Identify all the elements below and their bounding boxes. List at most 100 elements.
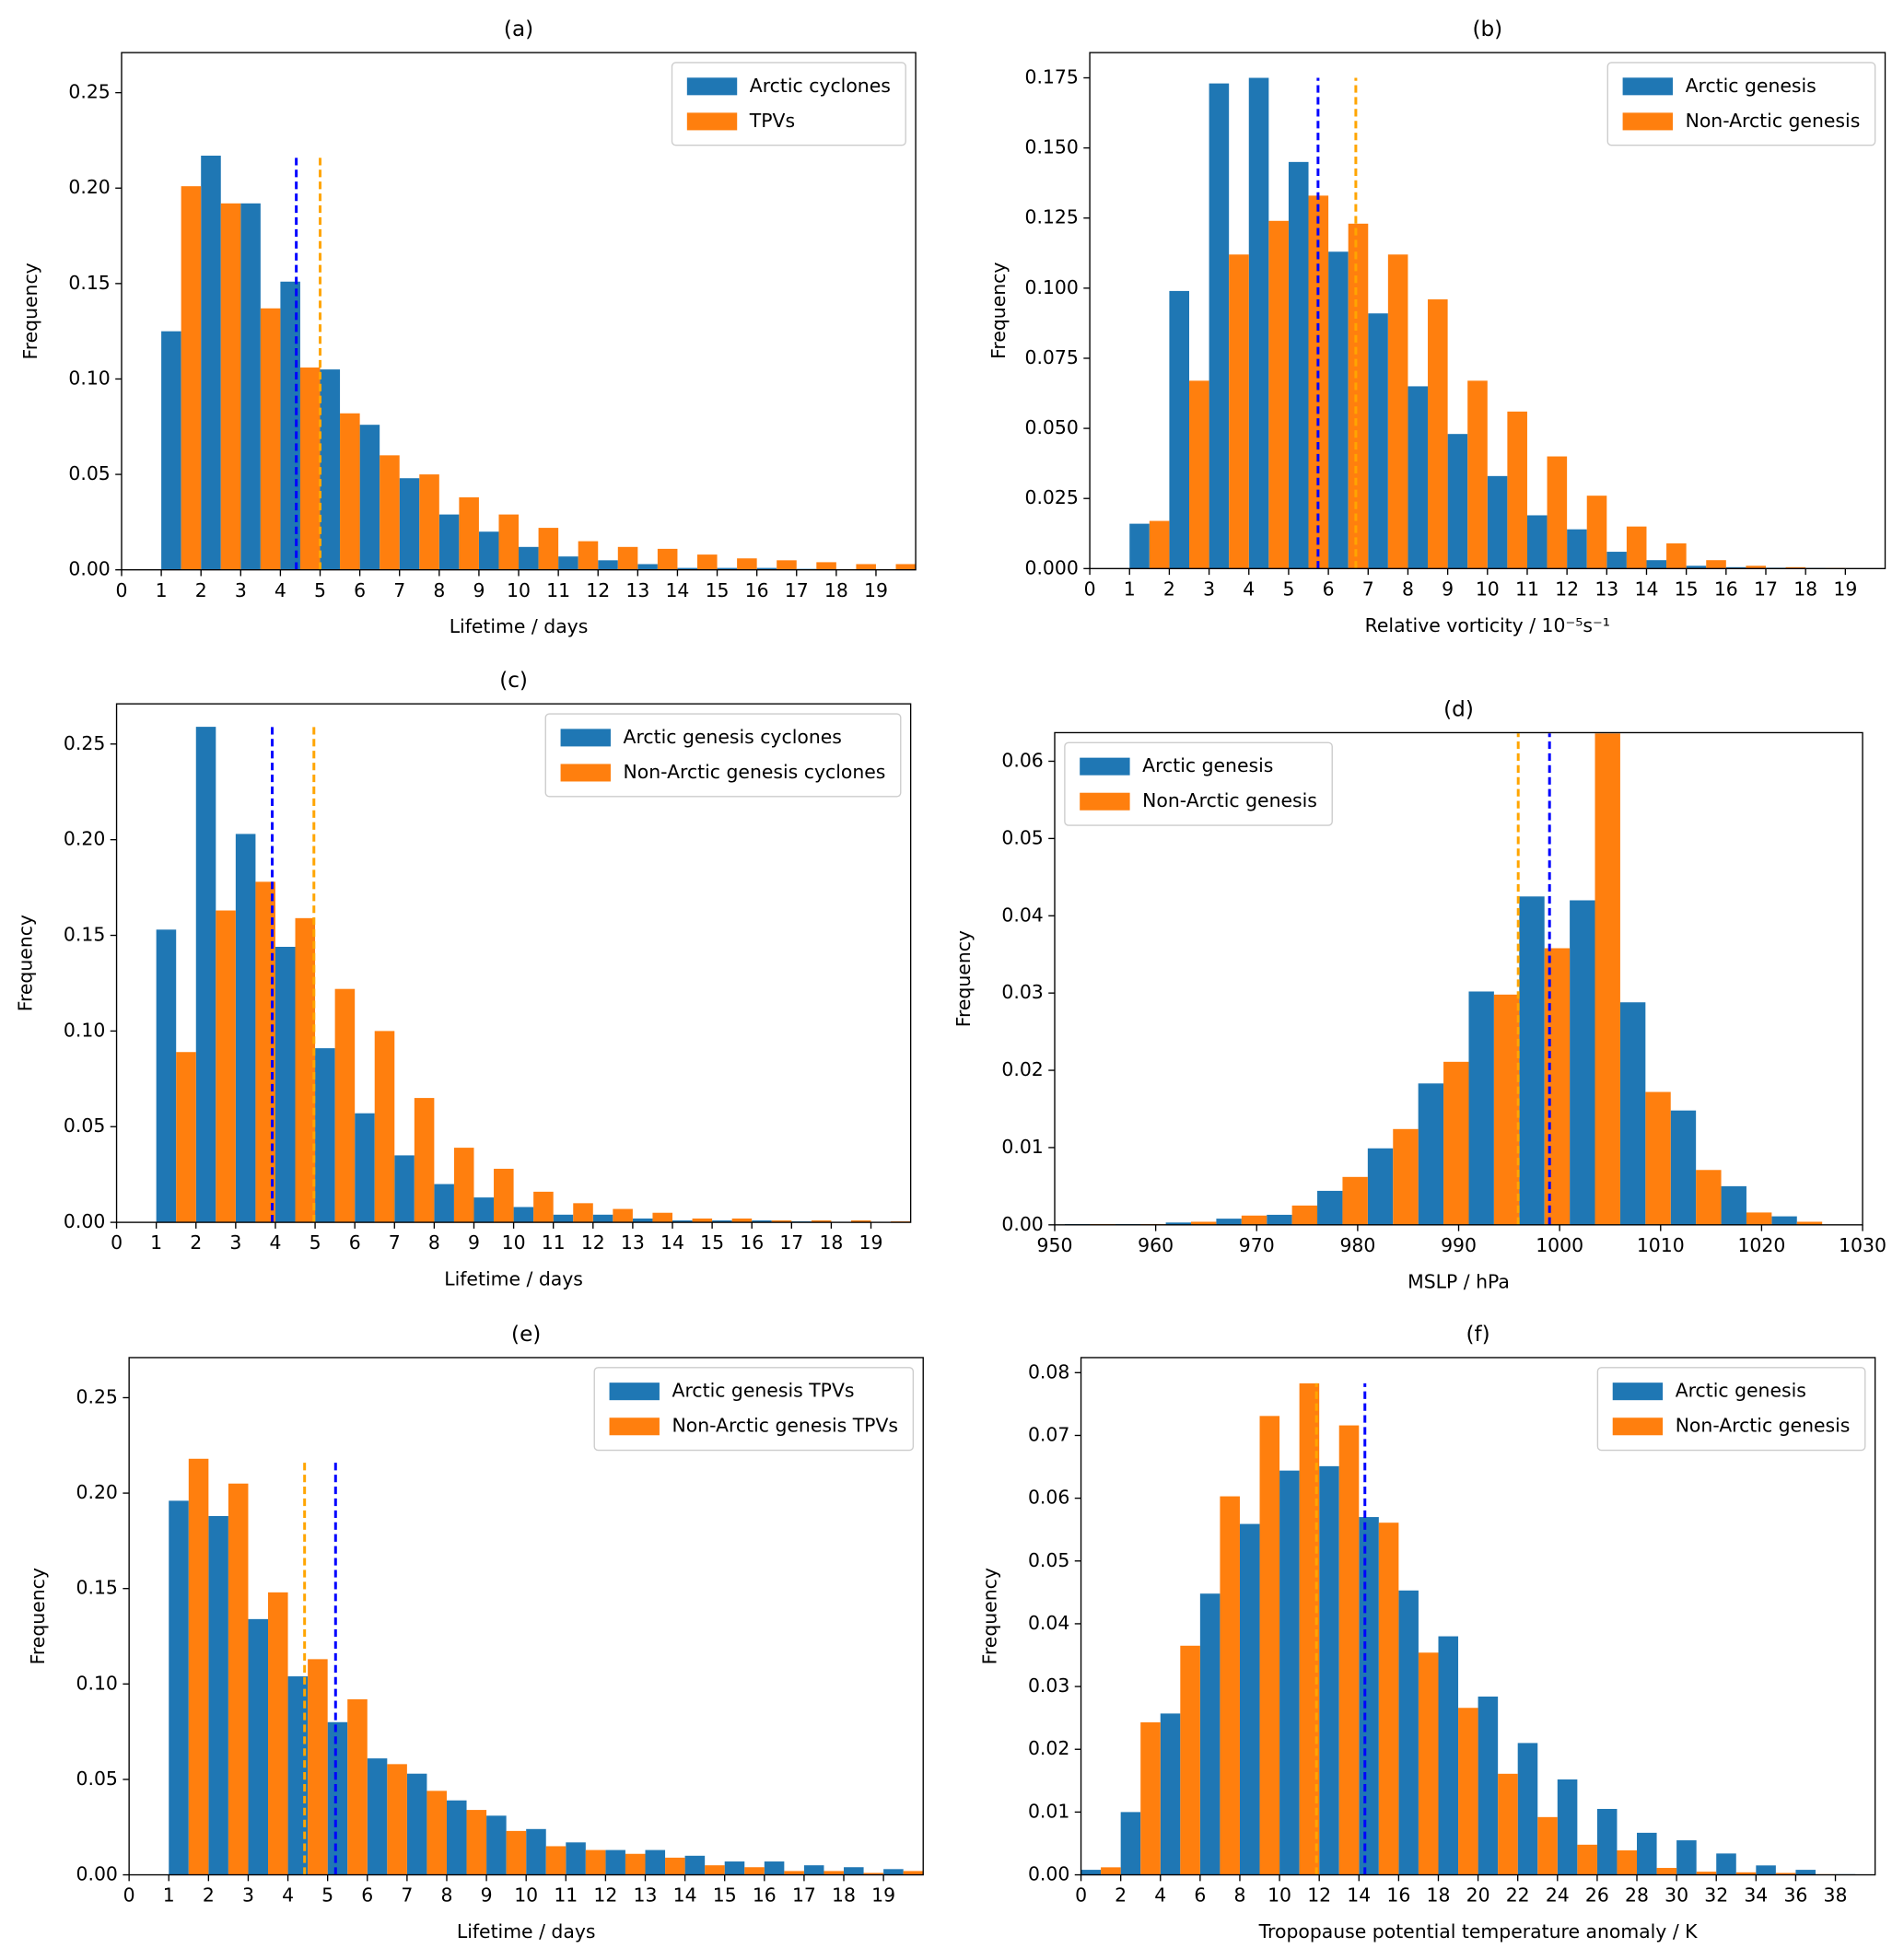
x-tick-label: 14 [673, 1884, 697, 1907]
x-tick-label: 12 [581, 1231, 605, 1254]
bar [1547, 456, 1568, 569]
bar [1248, 77, 1269, 569]
bar [632, 1218, 653, 1223]
x-tick-label: 5 [1282, 578, 1294, 600]
bar [260, 308, 281, 570]
bar [903, 1871, 924, 1875]
bar [1557, 1779, 1578, 1875]
bar [1209, 83, 1230, 569]
bar [1735, 1872, 1757, 1875]
bar [1775, 1872, 1796, 1875]
bar [181, 186, 202, 570]
bar [268, 1592, 288, 1875]
x-tick-label: 10 [1267, 1884, 1291, 1907]
x-tick-label: 15 [700, 1231, 724, 1254]
bar [1101, 1867, 1121, 1875]
bar [1317, 1190, 1343, 1225]
bar [1239, 1523, 1260, 1875]
x-tick-label: 8 [433, 579, 445, 601]
legend-swatch [1080, 792, 1130, 811]
bar [1190, 1221, 1217, 1225]
legend-box [544, 713, 902, 798]
bar [1443, 1061, 1469, 1225]
y-tick-label: 0.10 [64, 1019, 105, 1041]
x-tick-label: 3 [235, 579, 247, 601]
x-tick-label: 7 [393, 579, 405, 601]
bar [744, 1867, 765, 1875]
x-tick-label: 16 [1714, 578, 1738, 600]
bar [1666, 542, 1687, 569]
bar [625, 1853, 646, 1875]
bar [811, 1220, 832, 1223]
panel-title: (b) [1472, 18, 1502, 41]
x-tick-label: 16 [1386, 1884, 1410, 1907]
panel-title: (c) [499, 669, 528, 693]
x-tick-label: 19 [871, 1884, 895, 1907]
y-tick-label: 0.15 [64, 924, 105, 946]
bar [578, 541, 599, 570]
x-tick-label: 17 [792, 1884, 816, 1907]
bar [295, 917, 316, 1223]
bar [1299, 1382, 1320, 1875]
x-tick-label: 6 [1194, 1884, 1206, 1907]
y-axis-label: Frequency [27, 1568, 49, 1664]
bar [1706, 560, 1726, 569]
bar [359, 425, 380, 570]
bar [255, 881, 275, 1223]
bar [764, 1861, 785, 1875]
bar [1120, 1812, 1141, 1875]
panel: (f)0 2 4 6 8 10 12 14 16 18 20 22 24 26 28 30 32 34 36 380.… [979, 1323, 1876, 1942]
legend-swatch [1622, 77, 1673, 96]
y-tick-label: 0.025 [1024, 486, 1078, 508]
bar [394, 1155, 415, 1223]
bar [712, 1220, 732, 1223]
bar [1140, 1721, 1161, 1875]
bar [498, 514, 520, 570]
x-tick-label: 15 [706, 579, 730, 601]
bar [380, 455, 400, 570]
x-axis-label: Relative vorticity / 10⁻⁵s⁻¹ [1365, 614, 1610, 636]
y-tick-label: 0.25 [76, 1385, 118, 1407]
x-tick-label: 1 [163, 1884, 175, 1907]
x-tick-label: 24 [1546, 1884, 1570, 1907]
bar [677, 567, 697, 570]
bar [327, 1721, 348, 1875]
y-tick-label: 0.125 [1024, 206, 1078, 228]
bar [387, 1764, 407, 1875]
bar [672, 1220, 693, 1223]
y-tick-label: 0.15 [76, 1577, 118, 1599]
bar [1577, 1844, 1597, 1875]
bar [201, 156, 221, 570]
x-tick-label: 15 [1675, 578, 1699, 600]
y-tick-label: 0.06 [1028, 1487, 1069, 1509]
y-tick-label: 0.10 [76, 1672, 118, 1694]
bar [566, 1842, 586, 1875]
panel-title: (a) [504, 18, 533, 41]
bar [731, 1218, 753, 1223]
bar [419, 474, 439, 570]
y-tick-label: 0.00 [64, 1210, 105, 1232]
bar [506, 1830, 527, 1875]
bar [308, 1659, 328, 1875]
y-tick-label: 0.20 [76, 1481, 118, 1503]
legend: Arctic genesis Non-Arctic genesis [1064, 741, 1333, 826]
y-tick-label: 0.150 [1024, 136, 1078, 158]
bar [1467, 380, 1488, 569]
x-tick-label: 26 [1585, 1884, 1609, 1907]
y-tick-label: 0.00 [1028, 1863, 1069, 1885]
bar [1756, 1865, 1776, 1875]
bar [1670, 1110, 1697, 1225]
bar [1169, 290, 1190, 569]
bar [195, 727, 216, 1223]
bar [1319, 1465, 1339, 1875]
y-tick-label: 0.01 [1028, 1800, 1069, 1822]
bar [717, 567, 738, 570]
bar [684, 1855, 706, 1875]
bar [558, 556, 578, 570]
x-tick-label: 10 [502, 1231, 526, 1254]
bar [240, 203, 261, 570]
legend-box [1596, 1367, 1866, 1452]
y-tick-label: 0.000 [1024, 556, 1078, 578]
x-tick-label: 12 [586, 579, 610, 601]
bar [1746, 1212, 1772, 1225]
